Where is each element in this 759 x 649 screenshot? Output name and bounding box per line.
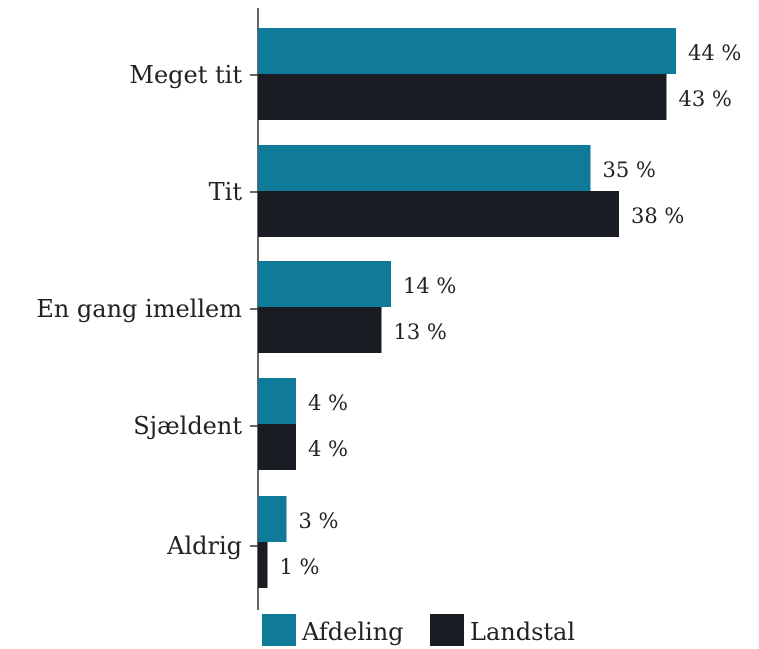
bar-landstal bbox=[258, 424, 296, 470]
bar-landstal bbox=[258, 191, 619, 237]
bar-afdeling bbox=[258, 261, 391, 307]
bar-afdeling bbox=[258, 378, 296, 424]
value-label-landstal: 43 % bbox=[679, 87, 732, 111]
category-label: Sjældent bbox=[133, 412, 242, 440]
category-label: Tit bbox=[209, 178, 243, 206]
value-label-afdeling: 4 % bbox=[308, 391, 348, 415]
legend: Afdeling Landstal bbox=[262, 614, 575, 646]
plot-area: Meget tit 44 % 43 % Tit 35 % 38 % En gang imel… bbox=[36, 8, 741, 610]
legend-swatch-afdeling bbox=[262, 614, 296, 646]
bar-landstal bbox=[258, 74, 667, 120]
value-label-landstal: 1 % bbox=[280, 555, 320, 579]
value-label-landstal: 13 % bbox=[394, 320, 447, 344]
value-label-afdeling: 14 % bbox=[403, 274, 456, 298]
value-label-afdeling: 44 % bbox=[688, 41, 741, 65]
bar-afdeling bbox=[258, 496, 287, 542]
value-label-afdeling: 35 % bbox=[603, 158, 656, 182]
bar-afdeling bbox=[258, 28, 676, 74]
legend-label-afdeling: Afdeling bbox=[301, 618, 404, 646]
bar-landstal bbox=[258, 307, 382, 353]
bar-afdeling bbox=[258, 145, 591, 191]
value-label-landstal: 4 % bbox=[308, 437, 348, 461]
bar-landstal bbox=[258, 542, 268, 588]
value-label-landstal: 38 % bbox=[631, 204, 684, 228]
legend-label-landstal: Landstal bbox=[470, 618, 575, 646]
category-label: En gang imellem bbox=[36, 295, 242, 323]
category-label: Aldrig bbox=[166, 532, 242, 560]
value-label-afdeling: 3 % bbox=[299, 509, 339, 533]
category-label: Meget tit bbox=[129, 61, 242, 89]
legend-swatch-landstal bbox=[430, 614, 464, 646]
